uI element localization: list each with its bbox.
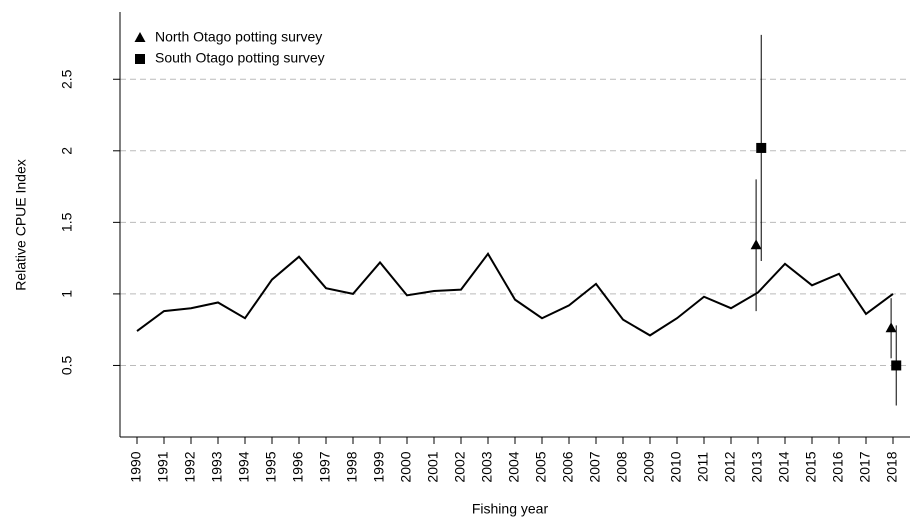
y-tick-label: 0.5	[59, 356, 75, 376]
x-tick-label: 2001	[425, 451, 441, 482]
x-tick-label: 2003	[479, 451, 495, 482]
x-tick-label: 2006	[560, 451, 576, 482]
legend-marker	[134, 32, 146, 42]
y-tick-label: 1	[59, 290, 75, 298]
line	[136, 252, 894, 337]
x-tick-label: 2018	[884, 451, 900, 482]
x-tick-label: 2002	[452, 451, 468, 482]
x-tick-label: 2012	[722, 451, 738, 482]
x-tick-label: 1994	[236, 451, 252, 482]
legend-label: South Otago potting survey	[155, 50, 325, 66]
x-tick-label: 2015	[803, 451, 819, 482]
x-tick-label: 1997	[317, 451, 333, 482]
x-tick-label: 2011	[695, 452, 711, 482]
x-tick-label: 1998	[344, 451, 360, 482]
x-tick-label: 2017	[857, 451, 873, 482]
legend-marker	[135, 54, 145, 64]
y-axis-label: Relative CPUE Index	[13, 159, 29, 291]
point	[891, 360, 902, 371]
x-tick-label: 1991	[155, 451, 171, 482]
point	[756, 142, 767, 153]
x-tick-label: 2009	[641, 451, 657, 482]
x-axis-label: Fishing year	[472, 501, 549, 517]
x-tick-label: 2000	[398, 451, 414, 482]
x-tick-label: 1992	[182, 451, 198, 482]
legend-label: North Otago potting survey	[155, 29, 322, 45]
x-tick-label: 1999	[371, 451, 387, 482]
x-tick-label: 1996	[290, 451, 306, 482]
x-tick-label: 2014	[776, 451, 792, 482]
x-tick-label: 1990	[128, 451, 144, 482]
x-tick-label: 2005	[533, 451, 549, 482]
y-tick-label: 2	[59, 147, 75, 155]
x-tick-label: 2010	[668, 451, 684, 482]
x-tick-label: 2004	[506, 451, 522, 482]
x-tick-label: 2016	[830, 451, 846, 482]
y-tick-label: 2.5	[59, 69, 75, 89]
x-tick-label: 2007	[587, 451, 603, 482]
x-tick-label: 1995	[263, 451, 279, 482]
point	[750, 239, 762, 250]
x-tick-label: 2013	[749, 451, 765, 482]
point	[885, 322, 897, 333]
x-tick-label: 1993	[209, 451, 225, 482]
y-tick-label: 1.5	[59, 212, 75, 232]
x-tick-label: 2008	[614, 451, 630, 482]
